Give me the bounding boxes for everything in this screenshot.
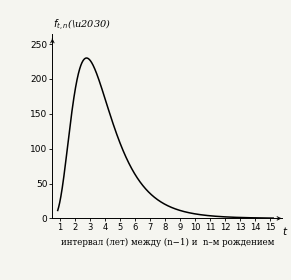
X-axis label: интервал (лет) между (n−1) и  n–м рождением: интервал (лет) между (n−1) и n–м рождени…: [61, 238, 274, 247]
Text: $f_{t,n}$(\u2030): $f_{t,n}$(\u2030): [53, 18, 111, 33]
Text: $t$: $t$: [282, 225, 288, 237]
